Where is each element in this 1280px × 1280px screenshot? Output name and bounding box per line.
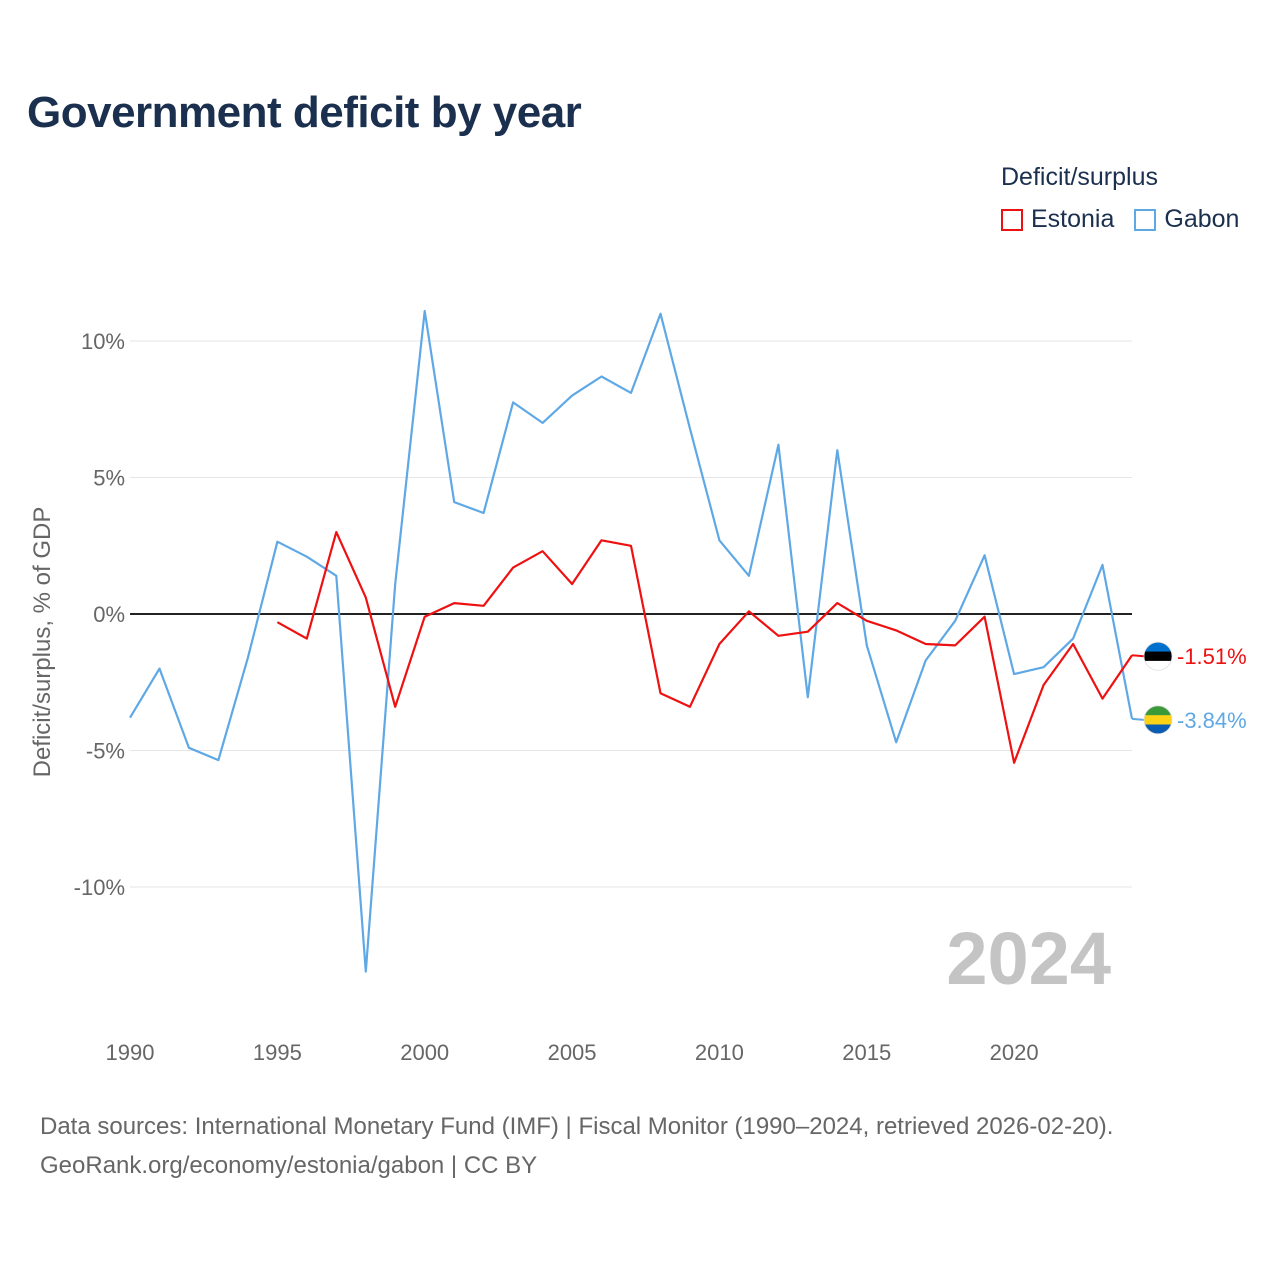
x-tick-label: 2005 — [548, 1040, 597, 1065]
legend-title: Deficit/surplus — [1001, 163, 1158, 191]
series-line-estonia[interactable] — [276, 530, 1133, 764]
x-tick-label: 1995 — [253, 1040, 302, 1065]
legend-label-estonia: Estonia — [1031, 205, 1115, 233]
legend-item-gabon[interactable]: Gabon — [1134, 205, 1239, 234]
end-connector — [1131, 717, 1145, 721]
y-tick-label: 10% — [81, 329, 125, 354]
series-lines — [129, 309, 1134, 973]
gabon-flag-icon — [1144, 705, 1172, 734]
y-axis-label: Deficit/surplus, % of GDP — [29, 507, 56, 778]
y-tick-label: -5% — [86, 739, 125, 764]
end-value-gabon: -3.84% — [1177, 708, 1247, 733]
y-tick-label: -10% — [74, 875, 125, 900]
legend: Estonia Gabon — [1001, 205, 1239, 234]
estonia-flag-icon — [1144, 642, 1172, 671]
y-axis-ticks: -10% -5% 0% 5% 10% — [74, 329, 125, 900]
legend-swatch-gabon — [1134, 208, 1157, 231]
x-axis-ticks: 1990 1995 2000 2005 2010 2015 2020 — [106, 1040, 1039, 1065]
legend-label-gabon: Gabon — [1164, 205, 1240, 233]
source-line-2[interactable]: GeoRank.org/economy/estonia/gabon | CC B… — [40, 1152, 538, 1179]
y-tick-label: 0% — [93, 602, 125, 627]
x-tick-label: 2010 — [695, 1040, 744, 1065]
x-tick-label: 2015 — [842, 1040, 891, 1065]
end-value-estonia: -1.51% — [1177, 644, 1247, 669]
flag-outline — [1143, 641, 1173, 671]
end-connector — [1131, 654, 1145, 658]
end-labels: -1.51% -3.84% — [1131, 641, 1247, 735]
flag-outline — [1143, 705, 1173, 735]
x-tick-label: 1990 — [106, 1040, 155, 1065]
legend-swatch-estonia — [1001, 208, 1023, 231]
source-note: Data sources: International Monetary Fun… — [40, 1107, 1113, 1185]
chart-title: Government deficit by year — [27, 88, 582, 137]
y-tick-label: 5% — [93, 466, 125, 491]
x-tick-label: 2020 — [990, 1040, 1039, 1065]
x-tick-label: 2000 — [400, 1040, 449, 1065]
source-line-1: Data sources: International Monetary Fun… — [40, 1113, 1114, 1140]
series-line-gabon[interactable] — [129, 309, 1134, 973]
year-watermark: 2024 — [946, 917, 1111, 1000]
legend-item-estonia[interactable]: Estonia — [1001, 205, 1114, 234]
chart-plot: -10% -5% 0% 5% 10% 1990 1995 2000 2005 2010 2015 2… — [29, 309, 1247, 1065]
grid-lines — [130, 340, 1132, 888]
